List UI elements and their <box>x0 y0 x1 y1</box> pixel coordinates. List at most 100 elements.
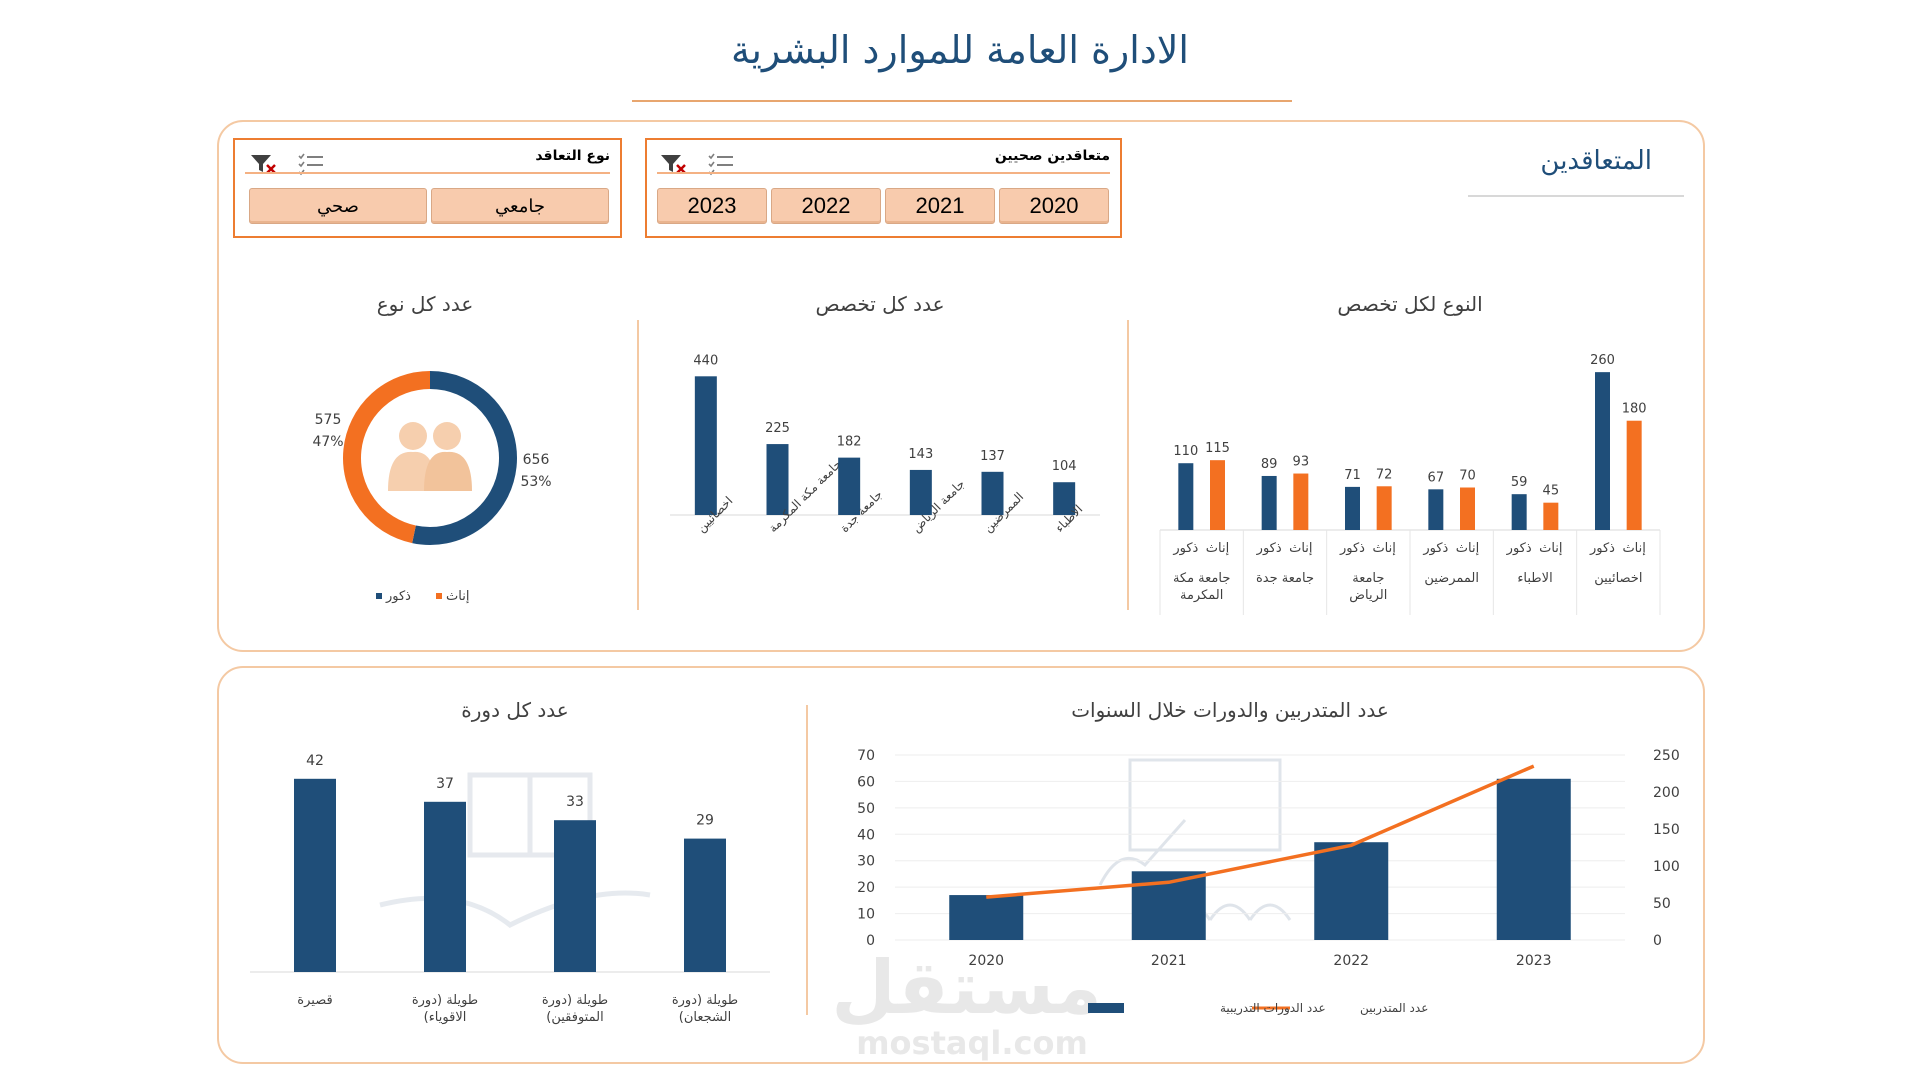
watermark-text: مستقل <box>831 945 1102 1031</box>
trainees-courses-chart: 0 10 20 30 40 50 60 70 0 50 100 150 200 250 2020 2021 20… <box>857 748 1680 1016</box>
watermark-url: mostaql.com <box>856 1024 1088 1062</box>
slicer-item-health[interactable]: صحي <box>249 188 427 224</box>
separator <box>806 705 808 1015</box>
data-label: 93 <box>1293 455 1310 470</box>
legend-swatch <box>1088 1003 1124 1013</box>
bar-إناث <box>1543 502 1559 530</box>
subcategory-label: إناث <box>1622 541 1645 556</box>
filter-clear-icon[interactable] <box>249 152 277 176</box>
y-right-tick: 0 <box>1653 933 1662 949</box>
bar-ذكور <box>1511 494 1527 530</box>
legend-label: ذكور <box>385 589 411 604</box>
slice-ذكور <box>412 371 517 545</box>
subcategory-label: إناث <box>1456 541 1479 556</box>
subcategory-label: ذكور <box>1589 541 1615 556</box>
category-label: الاقوياء) <box>424 1010 467 1025</box>
legend-label: عدد المتدربين <box>1360 1001 1428 1016</box>
subcategory-label: ذكور <box>1172 541 1198 556</box>
data-label: 72 <box>1376 467 1393 482</box>
bar <box>1314 842 1389 940</box>
watermark: مستقل mostaql.com <box>831 945 1102 1062</box>
y-right-tick: 150 <box>1653 822 1680 838</box>
slicer-item-2020[interactable]: 2020 <box>999 188 1109 224</box>
subcategory-label: ذكور <box>1422 541 1448 556</box>
count-by-course-chart: 42 قصيرة 37 طويلة (دورة الاقوياء) 33 طويلة (دو… <box>250 753 770 1025</box>
bar <box>294 778 336 972</box>
data-label: 37 <box>436 776 454 792</box>
chart-title-trainees-courses: عدد المتدربين والدورات خلال السنوات <box>1071 698 1389 722</box>
category-label: الرياض <box>1349 588 1387 603</box>
slicer-item-2021[interactable]: 2021 <box>885 188 995 224</box>
bar <box>766 444 789 515</box>
section-underline <box>1468 195 1684 197</box>
data-label: 70 <box>1459 469 1476 484</box>
contract-type-slicer: نوع التعاقد صحي جامعي <box>233 138 622 238</box>
category-label: جامعة جدة <box>1256 571 1314 586</box>
y-left-tick: 10 <box>857 907 875 923</box>
data-label: 42 <box>306 753 324 769</box>
category-label: جامعة مكة <box>1173 571 1230 586</box>
years-slicer: متعاقدين صحيين 2023 2022 2021 2020 <box>645 138 1122 238</box>
bar-ذكور <box>1178 463 1194 530</box>
data-label: 45 <box>1543 484 1560 499</box>
bar <box>424 801 466 972</box>
y-right-tick: 200 <box>1653 785 1680 801</box>
separator <box>637 320 639 610</box>
slicer-item-university[interactable]: جامعي <box>431 188 609 224</box>
data-label: 115 <box>1205 441 1230 456</box>
bar-إناث <box>1376 486 1392 530</box>
bar <box>838 457 861 515</box>
page-title: الادارة العامة للموارد البشرية <box>731 28 1189 72</box>
bar-إناث <box>1460 487 1475 530</box>
people-icon <box>388 422 472 491</box>
bar <box>694 376 717 515</box>
data-label: 180 <box>1622 402 1647 417</box>
data-label: 33 <box>566 794 584 810</box>
subcategory-label: ذكور <box>1256 541 1282 556</box>
category-label: طويلة (دورة <box>672 993 738 1008</box>
bar <box>981 471 1004 515</box>
y-left-tick: 70 <box>857 748 875 764</box>
category-label: 2022 <box>1333 953 1369 969</box>
gender-by-specialty-chart: 110 ذكور 115 إناث جامعة مكة المكرمة 89 ذكور 93 إن… <box>1159 353 1661 615</box>
y-right-tick: 250 <box>1653 748 1680 764</box>
contract-slicer-title: نوع التعاقد <box>535 148 610 164</box>
y-left-tick: 50 <box>857 801 875 817</box>
y-left-tick: 30 <box>857 854 875 870</box>
slicer-item-2023[interactable]: 2023 <box>657 188 767 224</box>
slice-إناث <box>343 371 431 544</box>
slice-value: 575 <box>315 412 342 428</box>
legend-swatch <box>436 593 442 599</box>
y-left-tick: 40 <box>857 827 875 843</box>
title-underline <box>632 100 1292 102</box>
subcategory-label: إناث <box>1539 541 1562 556</box>
category-label: قصيرة <box>297 993 332 1008</box>
bar-ذكور <box>1345 486 1360 530</box>
chart-title-gender-by-specialty: النوع لكل تخصص <box>1337 292 1483 316</box>
bar <box>1496 778 1571 940</box>
category-label: الممرضين <box>1424 571 1479 586</box>
category-label: طويلة (دورة <box>412 993 478 1008</box>
bar-إناث <box>1626 420 1642 530</box>
bar <box>1053 482 1076 515</box>
chart-title-count-by-course: عدد كل دورة <box>461 698 569 722</box>
line-series <box>986 764 1535 899</box>
bar-إناث <box>1210 460 1225 530</box>
bar-ذكور <box>1261 475 1277 530</box>
bar <box>949 895 1024 940</box>
subcategory-label: إناث <box>1206 541 1229 556</box>
chart-title-count-by-specialty: عدد كل تخصص <box>815 292 945 316</box>
data-label: 110 <box>1173 444 1198 459</box>
years-slicer-title: متعاقدين صحيين <box>994 148 1110 164</box>
category-label: الشجعان) <box>679 1010 731 1025</box>
filter-clear-icon[interactable] <box>659 152 687 176</box>
chart-title-count-by-gender: عدد كل نوع <box>376 292 474 316</box>
y-left-tick: 20 <box>857 880 875 896</box>
book-icon <box>379 772 651 928</box>
bar-ذكور <box>1428 489 1444 530</box>
bar <box>554 820 596 972</box>
subcategory-label: إناث <box>1372 541 1395 556</box>
slicer-item-2022[interactable]: 2022 <box>771 188 881 224</box>
category-label: اخصائيين <box>1594 571 1642 586</box>
